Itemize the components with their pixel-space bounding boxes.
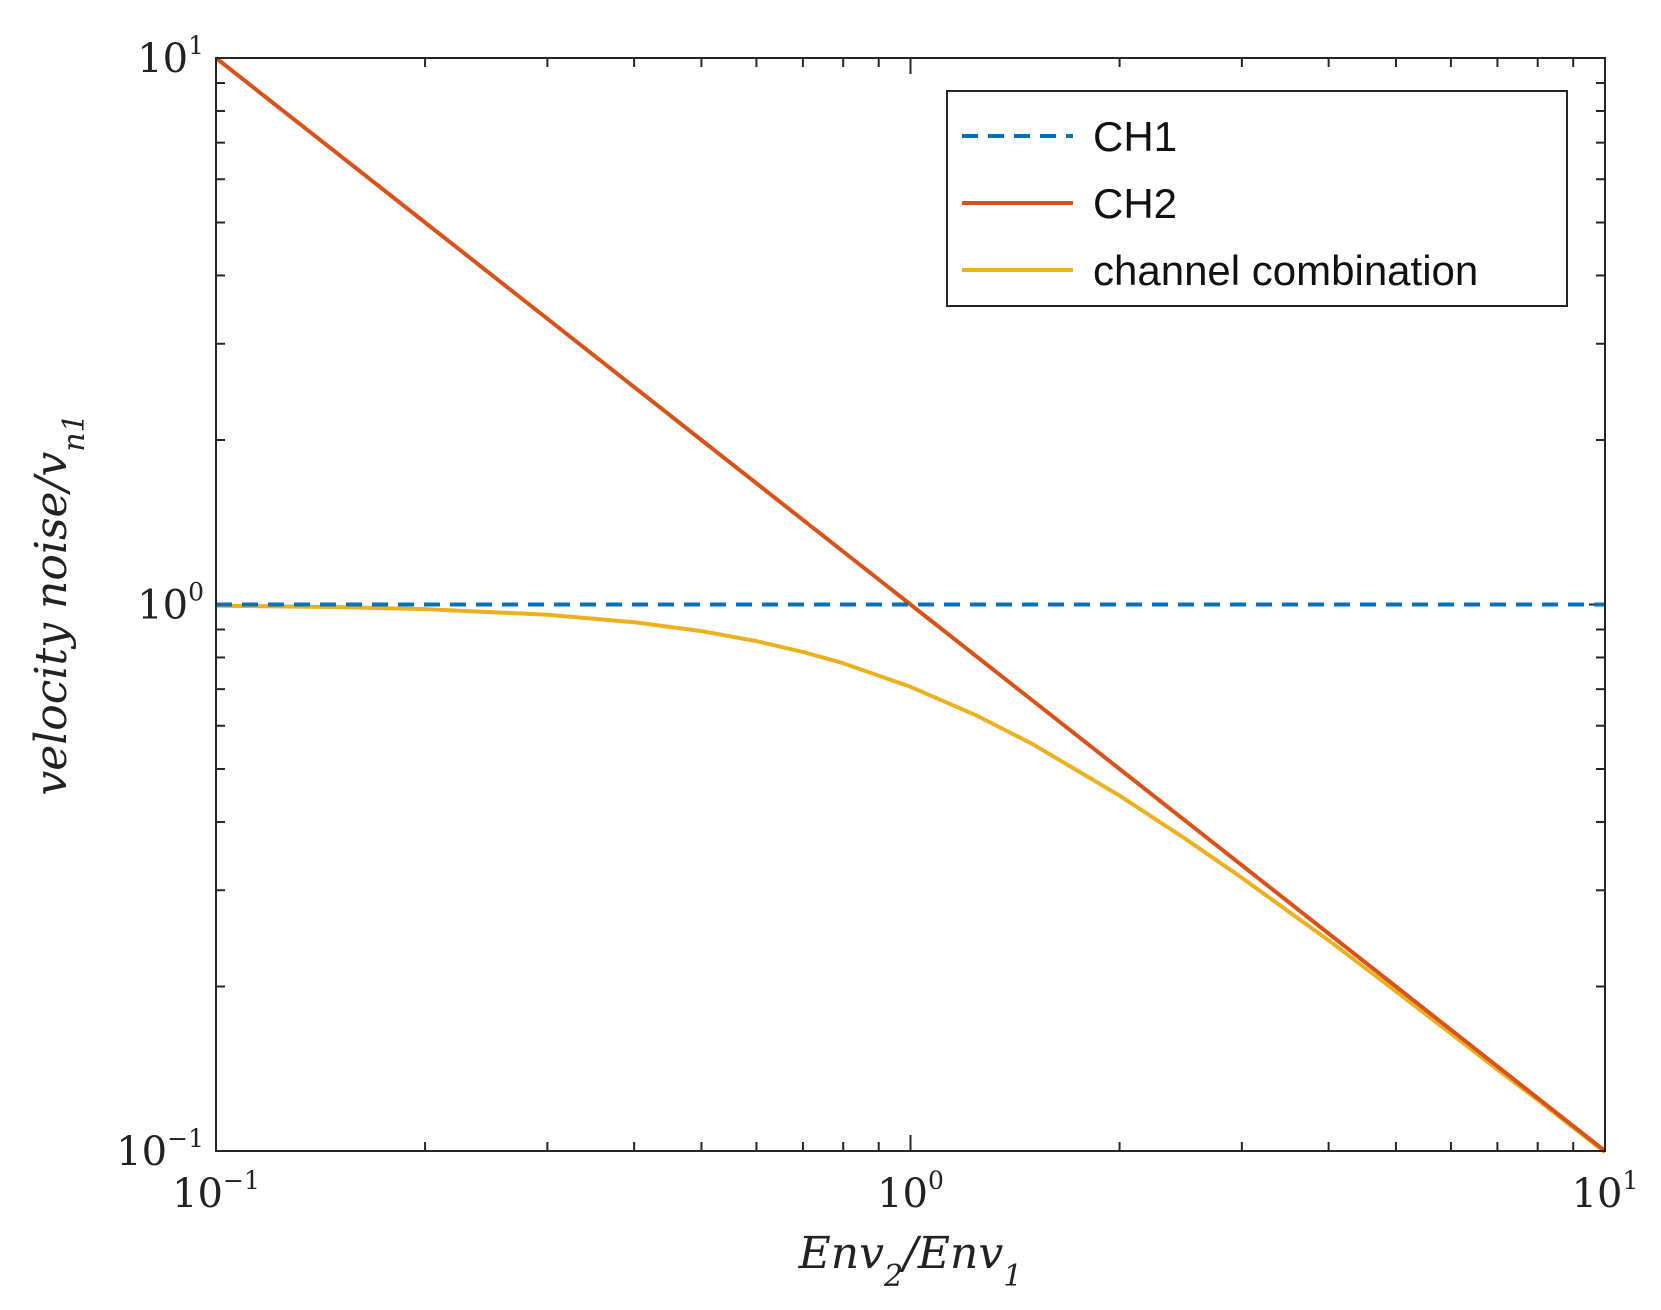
x-tick-label: 10−1 [172, 1166, 260, 1217]
legend: CH1 CH2 channel combination [946, 90, 1568, 307]
y-tick-label: 10−1 [116, 1124, 204, 1175]
series-layer [214, 56, 1607, 1154]
series-line-ch2 [214, 56, 1607, 1153]
tick-labels: 10−1 100 101 10−1 100 101 [116, 31, 1638, 1217]
x-axis-title: Env2/Env1 [798, 1228, 1023, 1294]
series-line-channel-combination [215, 603, 1607, 1154]
plot-frame [215, 57, 1606, 1152]
x-tick-label: 101 [1572, 1166, 1639, 1217]
legend-label-channel-combination: channel combination [1093, 247, 1478, 294]
y-tick-label: 101 [137, 31, 204, 82]
y-tick-label: 100 [137, 578, 204, 629]
x-tick-label: 100 [877, 1166, 944, 1217]
legend-label-ch1: CH1 [1093, 113, 1177, 160]
y-axis-title: velocity noise/vn1 [26, 413, 92, 795]
legend-label-ch2: CH2 [1093, 180, 1177, 227]
